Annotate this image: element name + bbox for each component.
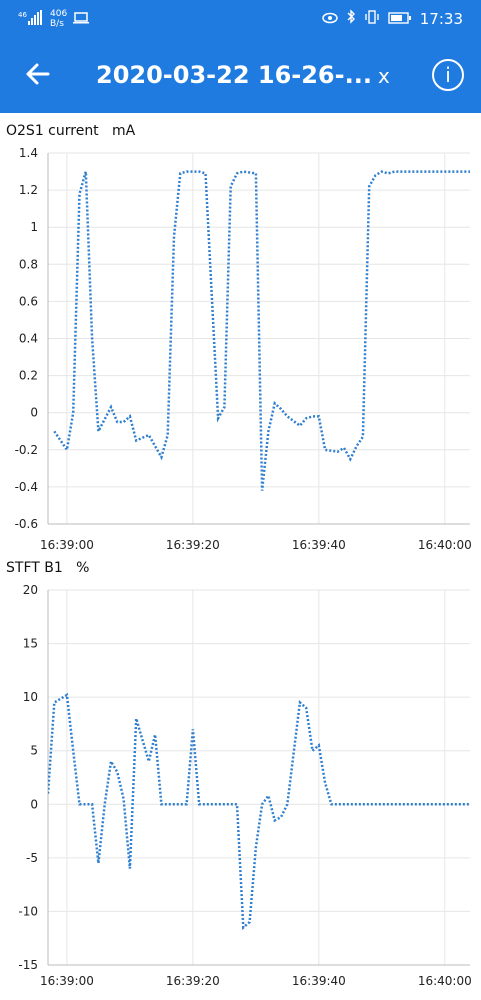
vibrate-icon — [364, 9, 380, 28]
y-tick-label: 0.6 — [19, 294, 38, 308]
net-speed: 406 B/s — [50, 9, 67, 29]
x-tick-label: 16:39:40 — [292, 538, 346, 552]
status-right: 17:33 — [322, 9, 463, 28]
y-tick-label: 1 — [30, 220, 38, 234]
top-bar: 46 406 B/s 17:33 — [0, 0, 481, 113]
x-tick-label: 16:39:40 — [292, 974, 346, 988]
chart-title: O2S1 current mA — [6, 123, 135, 139]
signal-label: 46 — [18, 11, 27, 19]
y-tick-label: 0.8 — [19, 257, 38, 271]
y-tick-label: -10 — [18, 904, 38, 918]
chart-unit-text: mA — [112, 123, 136, 139]
y-tick-label: -0.2 — [15, 443, 38, 457]
x-tick-label: 16:39:20 — [166, 974, 220, 988]
chart-title-text: O2S1 current — [6, 123, 99, 139]
status-time: 17:33 — [419, 9, 463, 28]
y-tick-label: -15 — [18, 958, 38, 972]
y-tick-label: -5 — [26, 851, 38, 865]
chart-o2s1: O2S1 current mA 1.4 1.2 1 0.8 0.6 0.4 0.2 0 -0.2… — [0, 113, 481, 558]
app-bar: 2020-03-22 16-26-... x i — [0, 38, 481, 113]
chart-unit-text: % — [76, 560, 90, 576]
page-title: 2020-03-22 16-26-... — [96, 61, 372, 89]
y-tick-label: 0.2 — [19, 369, 38, 383]
net-speed-unit: B/s — [50, 19, 64, 29]
status-bar: 46 406 B/s 17:33 — [0, 0, 481, 38]
x-tick-label: 16:39:20 — [166, 538, 220, 552]
eye-icon — [322, 10, 338, 28]
y-tick-label: 1.4 — [19, 146, 38, 160]
laptop-icon — [73, 11, 90, 27]
y-tick-label: 15 — [23, 637, 38, 651]
x-tick-label: 16:40:00 — [418, 538, 472, 552]
arrow-left-icon — [26, 63, 50, 85]
y-tick-label: 20 — [23, 583, 38, 597]
y-tick-label: 10 — [23, 690, 38, 704]
y-tick-label: -0.6 — [15, 517, 38, 531]
chart-stft-b1: STFT B1 % 20 15 10 5 0 -5 -10 -15 16:39:00 16:39:… — [0, 558, 481, 1000]
y-tick-label: 5 — [30, 744, 38, 758]
chart-title-text: STFT B1 — [6, 560, 63, 576]
status-left: 46 406 B/s — [18, 9, 90, 29]
series-line — [48, 692, 470, 931]
x-tick-label: 16:39:00 — [40, 538, 94, 552]
chart-title: STFT B1 % — [6, 560, 89, 576]
y-tick-label: 0.4 — [19, 332, 38, 346]
net-speed-value: 406 — [50, 9, 68, 19]
y-tick-label: -0.4 — [15, 480, 38, 494]
y-tick-label: 0 — [30, 406, 38, 420]
x-tick-label: 16:40:00 — [418, 974, 472, 988]
series-line — [53, 170, 470, 491]
back-button[interactable] — [22, 58, 54, 90]
battery-icon — [388, 10, 412, 28]
chart-o2s1-plot: 1.4 1.2 1 0.8 0.6 0.4 0.2 0 -0.2 -0.4 -0.616:39:00… — [15, 146, 472, 552]
y-tick-label: 1.2 — [19, 183, 38, 197]
x-tick-label: 16:39:00 — [40, 974, 94, 988]
close-button[interactable]: x — [378, 64, 390, 88]
info-button[interactable]: i — [432, 59, 464, 91]
bluetooth-icon — [346, 9, 356, 28]
signal-icon: 46 — [18, 9, 44, 29]
y-tick-label: 0 — [30, 797, 38, 811]
